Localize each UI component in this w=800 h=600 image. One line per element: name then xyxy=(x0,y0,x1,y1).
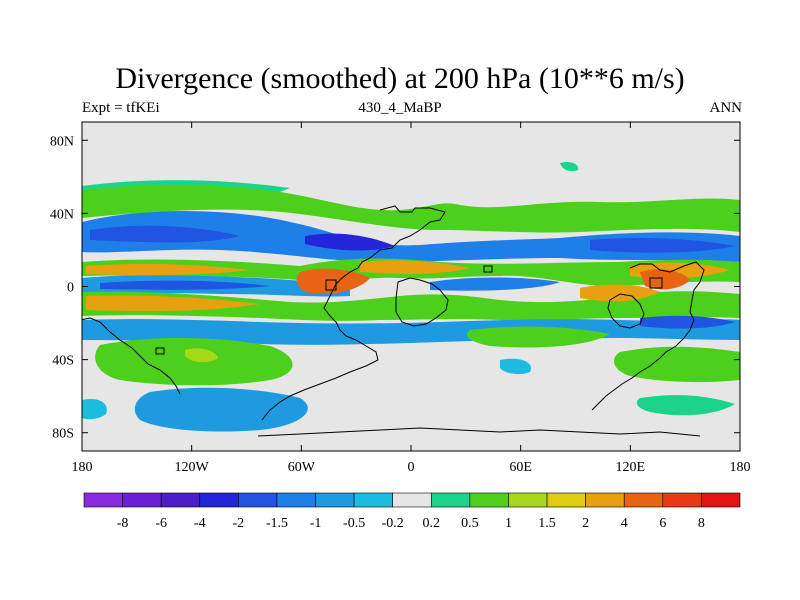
colorbar-swatch xyxy=(199,492,239,508)
south-convergence-core xyxy=(640,315,735,329)
colorbar-swatch xyxy=(662,492,702,508)
south-convergence-band xyxy=(82,319,740,345)
island-outline xyxy=(155,347,165,355)
south-tropical-divergence-core xyxy=(296,268,370,295)
south-tropical-divergence-core xyxy=(580,284,660,302)
colorbar-swatch xyxy=(623,492,664,508)
island-outline xyxy=(483,265,493,273)
south-america-tip-outline xyxy=(82,317,181,395)
experiment-label: Expt = tfKEi xyxy=(82,100,160,116)
south-tropical-divergence-core xyxy=(640,269,690,290)
north-tropical-divergence-core xyxy=(86,263,250,276)
colorbar-swatch xyxy=(430,492,471,508)
colorbar-swatch xyxy=(469,492,509,508)
colorbar-label: 8 xyxy=(698,516,705,531)
colorbar-swatch xyxy=(353,492,394,508)
y-tick-label: 40S xyxy=(52,354,74,369)
x-tick-label: 60W xyxy=(288,460,316,475)
north-divergence-band xyxy=(82,183,740,233)
y-axis: 80N 40N 0 40S 80S xyxy=(50,134,740,442)
americas-outline xyxy=(261,205,446,421)
colorbar-swatch xyxy=(585,492,625,508)
south-divergence-band xyxy=(636,395,735,416)
y-tick-label: 80S xyxy=(52,427,74,442)
x-tick-label: 180 xyxy=(72,460,93,475)
continent-outlines xyxy=(82,205,705,437)
south-divergence-band xyxy=(466,326,610,348)
colorbar-label: 6 xyxy=(659,516,666,531)
colorbar-label: -8 xyxy=(117,516,129,531)
x-axis: 180 120W 60W 0 60E 120E 180 xyxy=(72,122,751,475)
colorbar-swatch xyxy=(315,492,355,508)
north-convergence-core xyxy=(305,233,395,251)
colorbar-label: 0.5 xyxy=(461,516,479,531)
south-tropical-divergence xyxy=(82,291,740,321)
colorbar-swatch xyxy=(508,492,548,508)
colorbar-label: 1.5 xyxy=(538,516,556,531)
antarctica-outline xyxy=(257,427,701,437)
y-tick-label: 80N xyxy=(50,134,74,149)
equatorial-convergence-core xyxy=(100,280,270,290)
x-tick-label: 180 xyxy=(730,460,751,475)
colorbar-label: -1.5 xyxy=(266,516,288,531)
y-tick-label: 40N xyxy=(50,207,74,222)
colorbar-swatch xyxy=(83,492,123,508)
australia-outline xyxy=(607,293,645,329)
colorbar-label: -6 xyxy=(155,516,167,531)
island-outline xyxy=(325,279,337,291)
x-tick-label: 0 xyxy=(408,460,415,475)
polar-convergence xyxy=(500,358,531,375)
equatorial-convergence-band xyxy=(430,277,560,291)
polar-convergence xyxy=(82,398,107,420)
colorbar-label: -1 xyxy=(310,516,322,531)
colorbar-label: 0.2 xyxy=(423,516,441,531)
polar-convergence xyxy=(134,387,308,432)
south-divergence-band xyxy=(95,337,293,386)
colorbar-label: 4 xyxy=(621,516,628,531)
contour-field xyxy=(82,122,740,451)
colorbar-swatch xyxy=(392,492,432,508)
south-tropical-divergence-core xyxy=(86,295,260,312)
asia-outline xyxy=(591,261,705,411)
x-tick-label: 120E xyxy=(616,460,646,475)
colorbar-label: 1 xyxy=(505,516,512,531)
north-convergence-core xyxy=(90,225,240,243)
south-divergence-band xyxy=(614,346,740,383)
y-tick-label: 0 xyxy=(67,281,74,296)
colorbar-swatch xyxy=(160,492,201,508)
colorbar-swatch xyxy=(122,492,162,508)
colorbar-label: -4 xyxy=(194,516,206,531)
colorbar-swatch xyxy=(238,492,278,508)
colorbar-swatch xyxy=(276,492,316,508)
season-label: ANN xyxy=(709,100,743,116)
colorbar-label: -2 xyxy=(233,516,245,531)
north-tropical-divergence-core xyxy=(360,260,470,274)
x-tick-label: 60E xyxy=(509,460,532,475)
island-outline xyxy=(649,277,663,289)
south-divergence-core xyxy=(185,348,218,363)
colorbar: -8 -6 -4 -2 -1.5 -1 -0.5 -0.2 0.2 0.5 1 1.5 2 4 6 8 xyxy=(83,492,741,531)
colorbar-label: 2 xyxy=(582,516,589,531)
colorbar-swatch xyxy=(546,492,586,508)
plot-title: Divergence (smoothed) at 200 hPa (10**6 … xyxy=(115,62,685,95)
colorbar-label: -0.2 xyxy=(382,516,404,531)
north-convergence-core xyxy=(590,238,735,253)
colorbar-label: -0.5 xyxy=(343,516,365,531)
polar-convergence xyxy=(560,161,579,172)
colorbar-swatch xyxy=(701,492,741,508)
case-label: 430_4_MaBP xyxy=(358,100,442,116)
africa-outline xyxy=(395,277,449,327)
x-tick-label: 120W xyxy=(175,460,210,475)
north-convergence-band xyxy=(82,211,740,262)
north-divergence-edge xyxy=(82,180,290,192)
